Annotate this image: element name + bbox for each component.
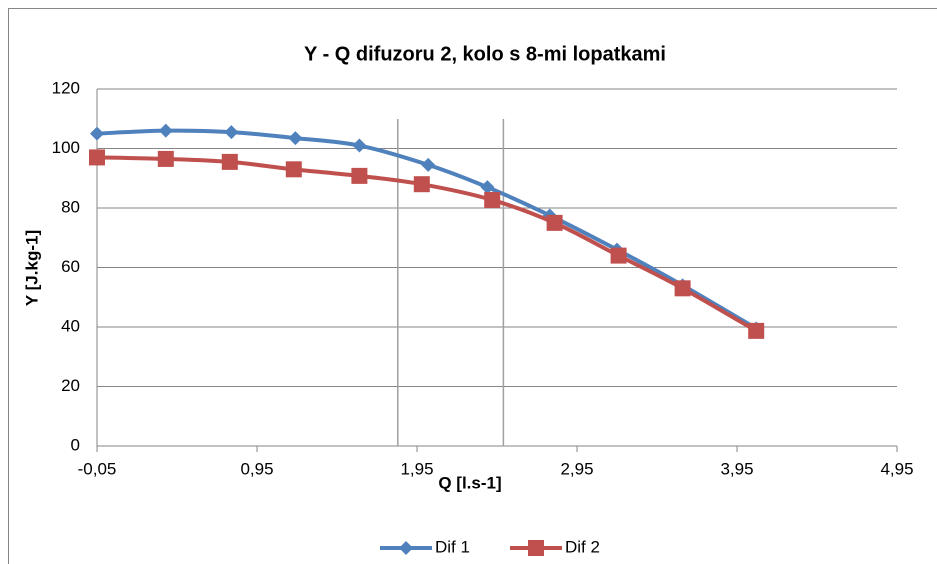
diamond-marker (90, 126, 104, 141)
y-tick-label: 40 (61, 316, 80, 335)
x-tick-label: -0,05 (78, 459, 117, 478)
y-tick-label: 60 (61, 257, 80, 276)
square-marker (748, 322, 765, 339)
square-marker (157, 150, 174, 167)
legend-label: Dif 1 (435, 537, 470, 556)
square-marker (351, 167, 368, 184)
y-tick-label: 0 (71, 435, 80, 454)
y-axis-label: Y [J.kg-1] (22, 230, 41, 306)
y-tick-label: 20 (61, 376, 80, 395)
x-tick-label: 3,95 (720, 459, 753, 478)
diamond-marker (224, 125, 239, 140)
square-marker (484, 191, 501, 208)
x-tick-label: 2,95 (560, 459, 593, 478)
square-marker (413, 176, 430, 193)
diamond-marker (158, 123, 173, 138)
x-axis-label: Q [l.s-1] (438, 473, 501, 492)
diamond-marker (480, 180, 495, 195)
chart-frame (8, 8, 937, 564)
legend-marker (528, 540, 544, 556)
square-marker (546, 214, 563, 231)
y-tick-label: 120 (52, 78, 80, 97)
square-marker (610, 247, 627, 264)
legend-marker (399, 541, 413, 555)
legend-label: Dif 2 (565, 537, 600, 556)
square-marker (285, 161, 302, 178)
x-tick-label: 1,95 (400, 459, 433, 478)
square-marker (674, 280, 691, 297)
chart-title: Y - Q difuzoru 2, kolo s 8-mi lopatkami (304, 43, 666, 65)
square-marker (221, 153, 238, 170)
square-marker (89, 149, 105, 166)
x-tick-label: 0,95 (240, 459, 273, 478)
diamond-marker (352, 138, 367, 153)
x-tick-label: 4,95 (880, 459, 913, 478)
y-tick-label: 80 (61, 197, 80, 216)
diamond-marker (288, 131, 303, 146)
y-tick-label: 100 (52, 138, 80, 157)
diamond-marker (421, 157, 436, 172)
